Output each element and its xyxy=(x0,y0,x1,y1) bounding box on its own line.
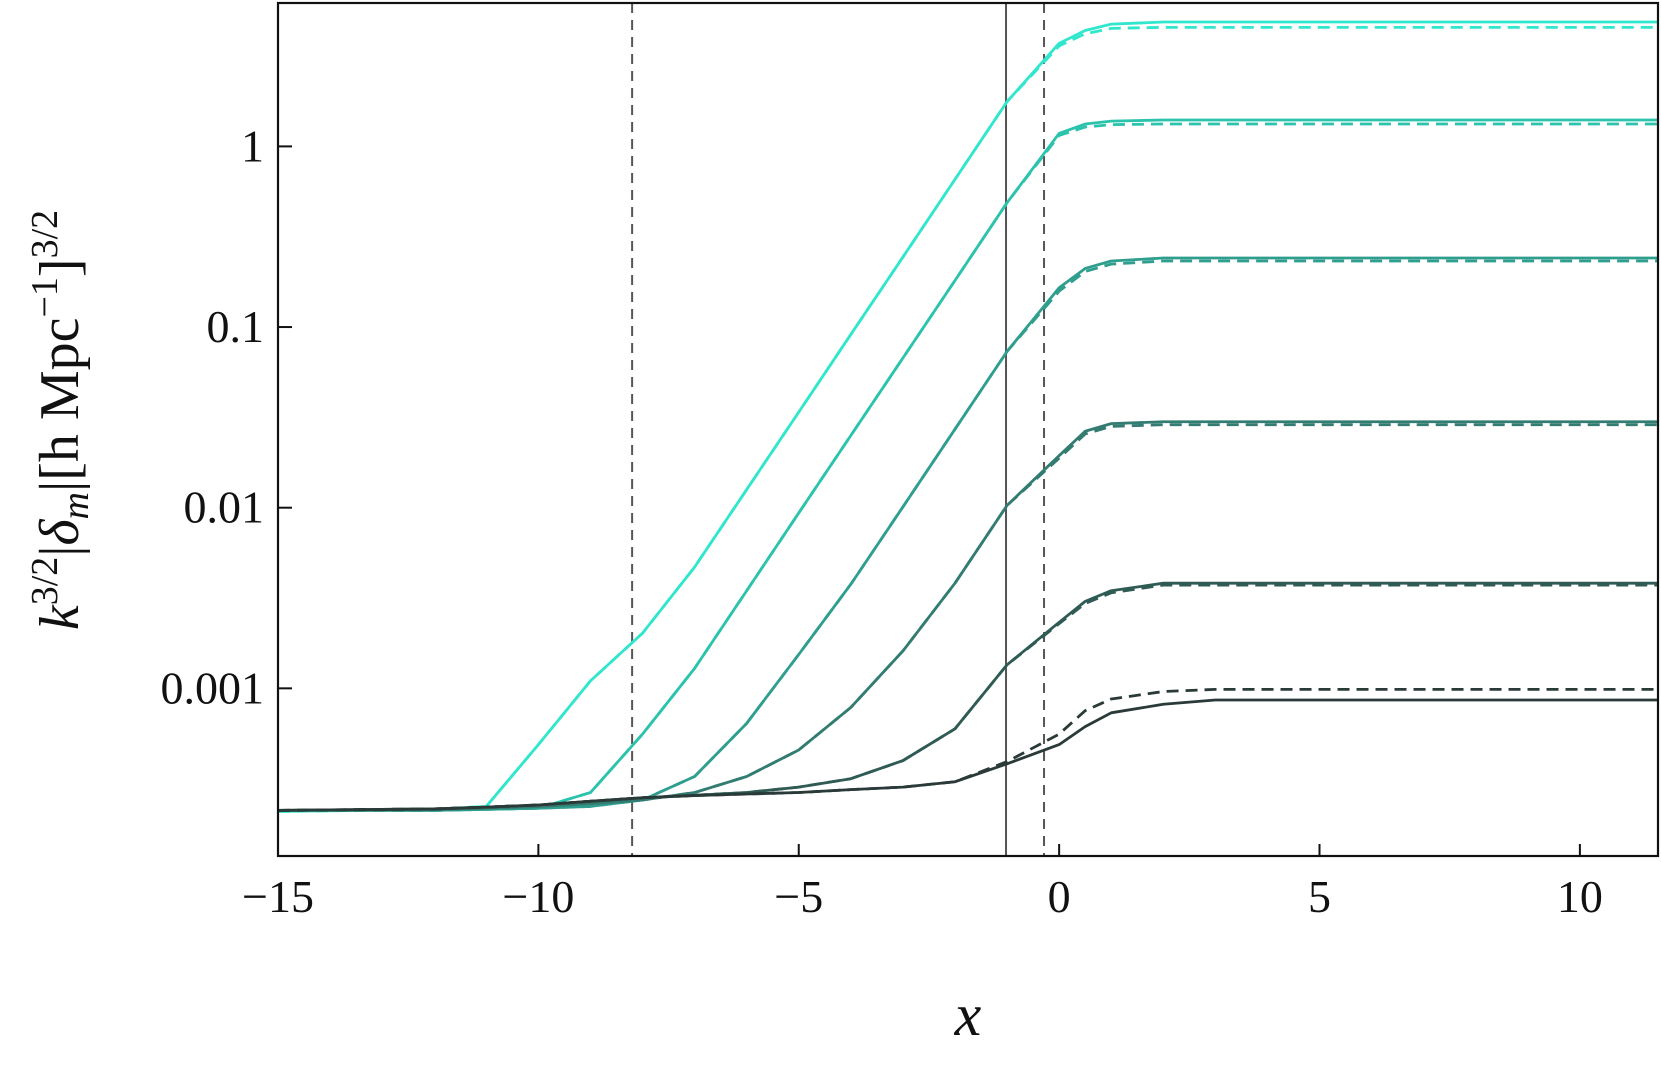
x-tick-label: −15 xyxy=(242,871,314,922)
y-label-part: |[h Mpc xyxy=(29,318,91,493)
x-tick-label: 0 xyxy=(1048,871,1071,922)
x-tick-label: 5 xyxy=(1308,871,1331,922)
y-label-part: 3/2 xyxy=(24,557,66,606)
series-line xyxy=(278,25,1658,813)
series-line xyxy=(278,420,1658,812)
x-tick-label: 10 xyxy=(1557,871,1603,922)
y-label-part: δ xyxy=(29,519,91,546)
x-tick-label: −10 xyxy=(502,871,574,922)
series-line xyxy=(278,259,1658,812)
series-line xyxy=(278,583,1658,812)
series-line xyxy=(278,423,1658,812)
y-tick-label: 0.001 xyxy=(161,662,265,713)
y-tick-label: 0.1 xyxy=(207,301,265,352)
plot-frame xyxy=(276,1,1660,858)
series-line xyxy=(278,256,1658,812)
series-line xyxy=(278,687,1658,812)
series-line xyxy=(278,698,1658,812)
y-label-part: k xyxy=(29,604,91,630)
series-line xyxy=(278,20,1658,813)
y-label-part: −1 xyxy=(24,277,66,317)
y-axis-label: k3/2|δm|[h Mpc−1]3/2 xyxy=(24,210,96,630)
plot-area xyxy=(278,3,1658,856)
y-tick-label: 1 xyxy=(241,120,264,171)
y-tick-label: 0.01 xyxy=(184,482,265,533)
y-label-part: 3/2 xyxy=(24,210,66,259)
series-line xyxy=(278,122,1658,812)
y-label-part: ] xyxy=(29,258,91,277)
y-label-part: m xyxy=(55,492,97,519)
x-axis-label: x xyxy=(954,982,982,1048)
series-line xyxy=(278,118,1658,812)
x-tick-label: −5 xyxy=(774,871,823,922)
y-label-part: | xyxy=(29,546,91,557)
